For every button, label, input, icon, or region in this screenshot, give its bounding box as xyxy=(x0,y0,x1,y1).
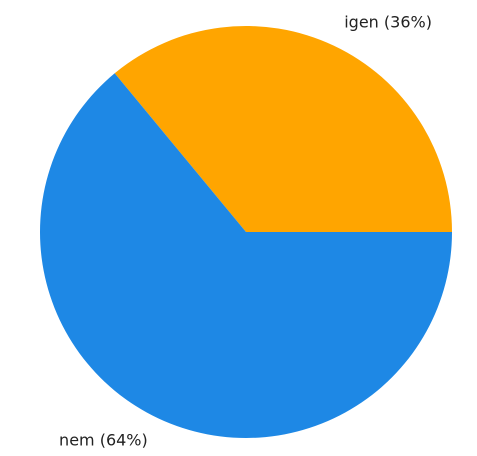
slice-label: nem (64%) xyxy=(59,430,148,449)
pie-slice xyxy=(39,73,453,439)
pie-slice xyxy=(114,25,452,232)
slice-label: igen (36%) xyxy=(344,13,432,32)
